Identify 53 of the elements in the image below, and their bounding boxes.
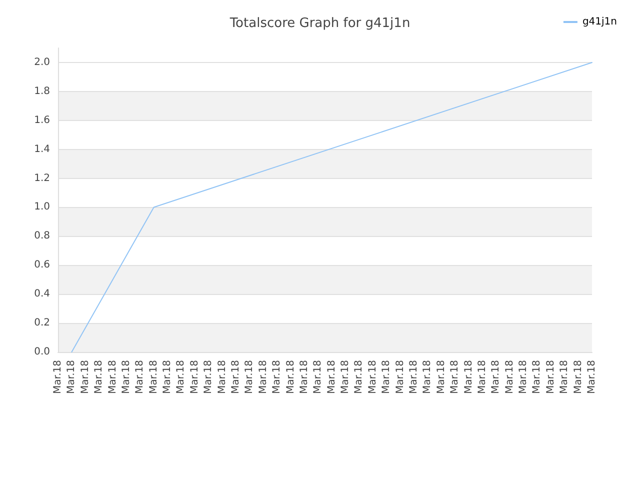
x-tick-label: Mar.18 — [394, 360, 406, 394]
x-tick-label: Mar.18 — [230, 360, 242, 394]
x-tick-label: Mar.18 — [66, 360, 78, 394]
x-tick-label: Mar.18 — [463, 360, 474, 394]
x-tick-label: Mar.18 — [80, 360, 91, 394]
y-tick-label: 0.0 — [34, 346, 50, 358]
x-tick-label: Mar.18 — [285, 360, 296, 394]
x-tick-label: Mar.18 — [532, 360, 543, 394]
x-tick-label: Mar.18 — [504, 360, 516, 394]
x-tick-label: Mar.18 — [545, 360, 556, 394]
y-tick-label: 0.8 — [34, 230, 50, 242]
x-tick-label: Mar.18 — [367, 360, 378, 394]
x-tick-label: Mar.18 — [340, 360, 352, 394]
x-tick-label: Mar.18 — [312, 360, 324, 394]
x-tick-label: Mar.18 — [134, 360, 146, 394]
x-tick-label: Mar.18 — [94, 360, 105, 394]
x-tick-label: Mar.18 — [216, 360, 228, 394]
y-tick-label: 0.4 — [34, 288, 50, 300]
y-tick-label: 1.2 — [34, 172, 50, 184]
x-tick-label: Mar.18 — [354, 360, 365, 394]
x-tick-label: Mar.18 — [408, 360, 420, 394]
x-tick-label: Mar.18 — [586, 360, 598, 394]
x-tick-label: Mar.18 — [559, 360, 570, 394]
y-tick-label: 1.4 — [34, 144, 50, 155]
x-tick-label: Mar.18 — [258, 360, 269, 394]
x-tick-label: Mar.18 — [176, 360, 187, 394]
y-tick-label: 0.2 — [34, 318, 50, 329]
y-tick-label: 0.6 — [34, 260, 50, 271]
x-tick-label: Mar.18 — [272, 360, 283, 394]
y-tick-label: 1.0 — [34, 202, 50, 213]
x-tick-label: Mar.18 — [518, 360, 530, 394]
x-tick-label: Mar.18 — [450, 360, 461, 394]
x-tick-label: Mar.18 — [189, 360, 200, 394]
x-tick-label: Mar.18 — [148, 360, 160, 394]
x-tick-label: Mar.18 — [244, 360, 256, 394]
x-tick-label: Mar.18 — [52, 360, 64, 394]
x-tick-label: Mar.18 — [120, 360, 132, 394]
legend-label: g41j1n — [582, 16, 618, 28]
x-tick-label: Mar.18 — [381, 360, 392, 394]
x-tick-label: Mar.18 — [572, 360, 584, 394]
x-tick-label: Mar.18 — [490, 360, 502, 394]
x-tick-label: Mar.18 — [298, 360, 310, 394]
y-tick-label: 1.8 — [34, 86, 50, 97]
x-tick-label: Mar.18 — [422, 360, 434, 394]
x-tick-label: Mar.18 — [326, 360, 338, 394]
x-tick-label: Mar.18 — [107, 360, 118, 394]
x-tick-label: Mar.18 — [476, 360, 488, 394]
y-tick-label: 2.0 — [34, 56, 50, 68]
chart-title: Totalscore Graph for g41j1n — [228, 16, 410, 31]
x-tick-label: Mar.18 — [162, 360, 174, 394]
x-tick-label: Mar.18 — [203, 360, 214, 394]
x-tick-label: Mar.18 — [436, 360, 447, 394]
y-tick-label: 1.6 — [34, 114, 50, 126]
